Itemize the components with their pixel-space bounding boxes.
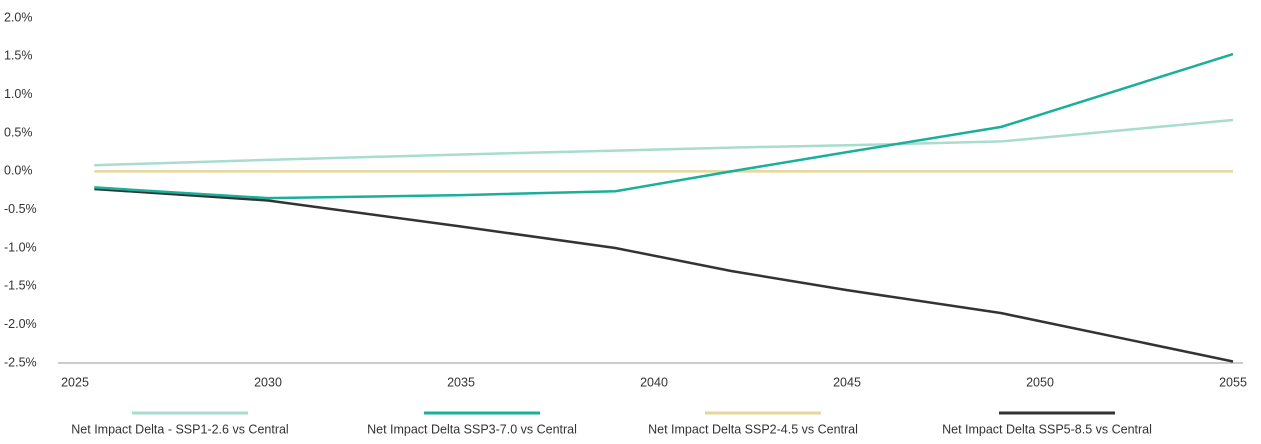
y-tick-label: 0.0% — [4, 164, 33, 178]
series-line — [94, 52, 1234, 200]
y-tick-label: 1.5% — [4, 49, 33, 63]
y-tick-label: 1.0% — [4, 87, 33, 101]
y-tick-label: -1.5% — [4, 279, 37, 293]
x-tick-label: 2050 — [1026, 375, 1054, 389]
legend-label: Net Impact Delta SSP5-8.5 vs Central — [942, 422, 1152, 436]
x-tick-label: 2025 — [61, 375, 89, 389]
series-line — [94, 118, 1234, 167]
series-line — [94, 187, 1234, 363]
x-tick-label: 2030 — [254, 375, 282, 389]
legend-label: Net Impact Delta - SSP1-2.6 vs Central — [71, 422, 288, 436]
y-tick-label: -2.0% — [4, 317, 37, 331]
x-tick-label: 2035 — [447, 375, 475, 389]
legend-label: Net Impact Delta SSP2-4.5 vs Central — [648, 422, 858, 436]
x-tick-label: 2045 — [833, 375, 861, 389]
x-tick-label: 2055 — [1219, 375, 1247, 389]
y-tick-label: 2.0% — [4, 10, 33, 24]
y-tick-label: 0.5% — [4, 125, 33, 139]
y-tick-label: -2.5% — [4, 355, 37, 369]
y-tick-label: -0.5% — [4, 202, 37, 216]
y-tick-label: -1.0% — [4, 240, 37, 254]
x-tick-label: 2040 — [640, 375, 668, 389]
legend-label: Net Impact Delta SSP3-7.0 vs Central — [367, 422, 577, 436]
